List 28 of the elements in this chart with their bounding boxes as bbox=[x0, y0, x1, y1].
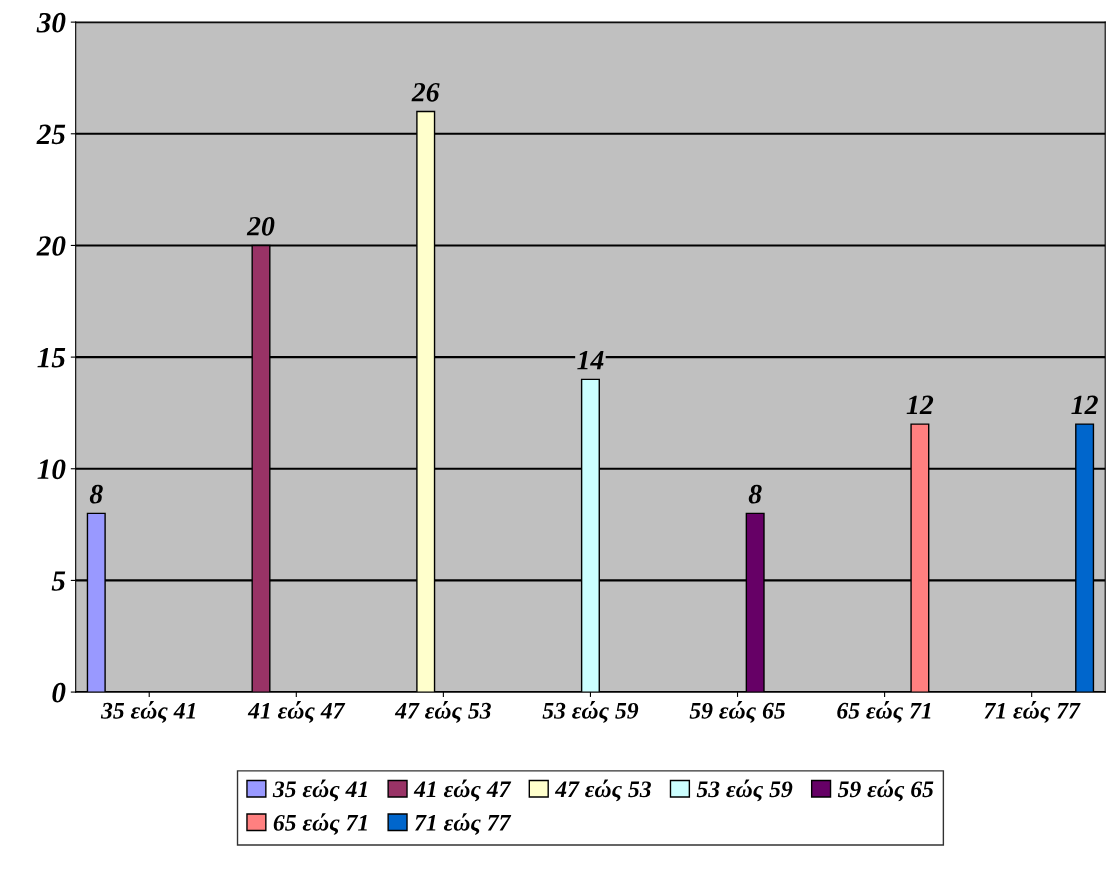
y-tick-label: 30 bbox=[36, 12, 66, 33]
y-tick-label: 15 bbox=[37, 347, 66, 368]
x-tick-label: 71 εώς 77 bbox=[984, 701, 1081, 723]
legend-label: 71 εώς 77 bbox=[415, 813, 512, 835]
x-tick-label: 47 εώς 53 bbox=[394, 701, 491, 723]
y-tick-label: 10 bbox=[37, 459, 66, 480]
data-label: 14 bbox=[577, 351, 604, 370]
data-label: 8 bbox=[748, 484, 762, 504]
y-tick-label: 25 bbox=[36, 124, 66, 145]
data-label: 26 bbox=[411, 82, 440, 102]
data-label: 12 bbox=[1071, 395, 1098, 415]
y-tick-label: 0 bbox=[52, 682, 66, 703]
data-label: 8 bbox=[89, 484, 103, 504]
legend-label: 47 εώς 53 bbox=[554, 779, 651, 802]
data-label: 20 bbox=[246, 216, 275, 236]
legend-label: 65 εώς 71 bbox=[273, 813, 367, 835]
x-tick-label: 53 εώς 59 bbox=[542, 701, 639, 723]
x-tick-label: 59 εώς 65 bbox=[689, 701, 786, 723]
y-tick-label: 20 bbox=[36, 236, 66, 256]
y-tick-label: 5 bbox=[51, 571, 66, 591]
legend-label: 41 εώς 47 bbox=[413, 779, 512, 802]
legend-label: 53 εώς 59 bbox=[696, 779, 793, 802]
x-tick-label: 65 εώς 71 bbox=[837, 701, 931, 723]
x-tick-label: 35 εώς 41 bbox=[100, 701, 195, 723]
legend-label: 59 εώς 65 bbox=[837, 779, 934, 802]
legend-label: 35 εώς 41 bbox=[272, 779, 367, 802]
x-tick-label: 41 εώς 47 bbox=[247, 701, 346, 723]
data-label: 12 bbox=[906, 395, 934, 415]
